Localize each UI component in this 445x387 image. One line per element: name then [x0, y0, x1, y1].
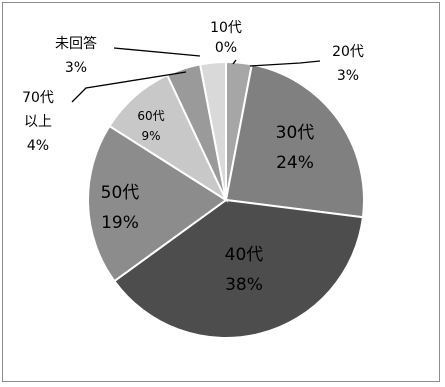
- label-40s-percent: 38%: [225, 275, 263, 295]
- label-30s-percent: 24%: [276, 153, 314, 173]
- pie-slice-30s: [224, 63, 365, 219]
- pie-slice-40s: [112, 198, 365, 339]
- label-no-answer-percent: 3%: [65, 60, 87, 76]
- label-no-answer: 未回答: [55, 35, 97, 52]
- label-20s: 20代: [332, 44, 364, 60]
- label-40s: 40代: [225, 245, 264, 265]
- label-20s-percent: 3%: [337, 68, 359, 84]
- label-50s-percent: 19%: [101, 213, 139, 233]
- label-70s-plus-line2: 以上: [24, 114, 52, 130]
- pie-slice-50s: [87, 124, 228, 283]
- label-60s-percent: 9%: [141, 129, 160, 143]
- label-70s-plus-percent: 4%: [27, 138, 49, 154]
- label-50s: 50代: [101, 183, 140, 203]
- label-60s: 60代: [137, 109, 164, 123]
- leader-line-no-answer: [113, 47, 201, 57]
- leader-line-20s: [249, 60, 321, 67]
- label-10s-percent: 0%: [215, 40, 237, 56]
- leader-line-70s-plus: [71, 71, 187, 103]
- label-10s: 10代: [210, 20, 242, 36]
- label-70s-plus: 70代: [22, 90, 54, 106]
- pie-slice-no-answer: [198, 60, 227, 201]
- label-30s: 30代: [276, 123, 315, 143]
- leader-line-10s: [232, 59, 237, 65]
